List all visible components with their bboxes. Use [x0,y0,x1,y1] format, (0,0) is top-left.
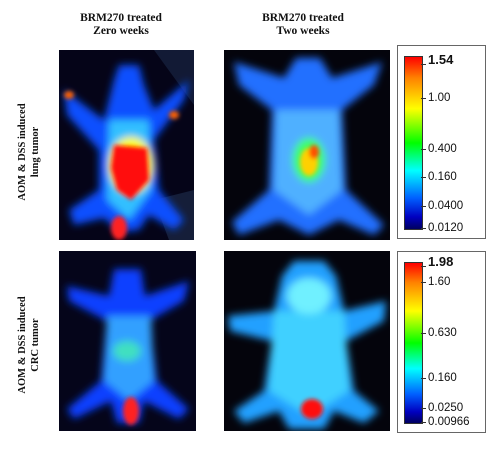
mouse-heatmap-image [224,50,390,240]
colorbar-tick: 1.00 [428,92,451,104]
colorbar-tick-max: 1.54 [428,52,454,67]
colorbar-tick: 1.60 [428,276,451,288]
colorbar-tick: 0.160 [428,171,457,183]
row-header-line1: AOM & DSS induced [17,296,28,394]
row-header-line2: lung tumor [30,126,41,178]
colorbar-lung: 1.54 1.00 0.400 0.160 0.0400 0.0120 [397,45,486,239]
colorbar-tick-max: 1.98 [428,254,454,269]
colorbar-tick: 0.0400 [428,200,464,212]
image-lung-zero-weeks [59,50,194,240]
column-header-line1: BRM270 treated [262,12,344,24]
colorbar-tick-min: 0.0120 [428,222,464,234]
column-header-two-weeks: BRM270 treated Two weeks [228,12,378,38]
row-header-line2: CRC tumor [30,318,41,372]
column-header-line2: Zero weeks [93,25,149,37]
colorbar-crc: 1.98 1.60 0.630 0.160 0.0250 0.00966 [397,251,486,433]
row-header-line1: AOM & DSS induced [17,103,28,201]
colorbar-tick-min: 0.00966 [428,416,470,428]
colorbar-gradient [404,262,423,424]
column-header-line1: BRM270 treated [80,12,162,24]
image-crc-two-weeks [224,251,390,431]
colorbar-tick: 0.630 [428,327,457,339]
mouse-heatmap-image [59,50,194,240]
mouse-heatmap-image [59,251,196,431]
colorbar-gradient [404,56,423,230]
column-header-line2: Two weeks [276,25,330,37]
column-header-zero-weeks: BRM270 treated Zero weeks [46,12,196,38]
row-header-crc-tumor: AOM & DSS induced CRC tumor [16,260,46,430]
image-crc-zero-weeks [59,251,196,431]
colorbar-tick: 0.0250 [428,402,464,414]
row-header-lung-tumor: AOM & DSS induced lung tumor [16,67,46,237]
colorbar-tick: 0.160 [428,372,457,384]
mouse-heatmap-image [224,251,390,431]
image-lung-two-weeks [224,50,390,240]
colorbar-tick: 0.400 [428,143,457,155]
